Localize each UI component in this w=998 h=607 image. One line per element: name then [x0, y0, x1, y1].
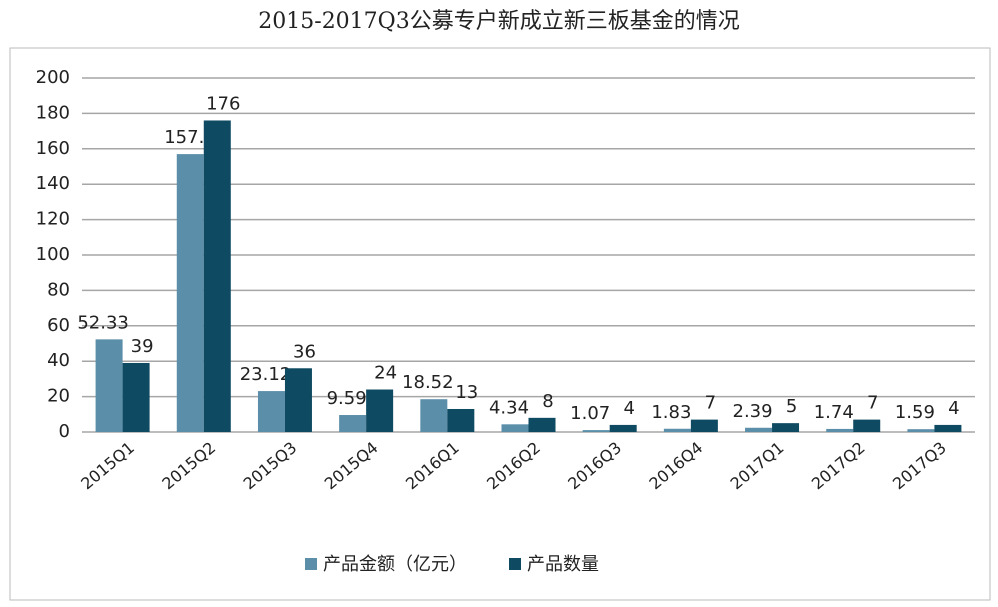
bar	[339, 415, 367, 432]
y-tick-label: 160	[36, 138, 70, 159]
data-label: 8	[542, 391, 553, 412]
x-tick-label: 2015Q4	[321, 438, 382, 493]
data-label: 2.39	[733, 401, 773, 422]
data-label: 4	[948, 398, 959, 419]
data-label: 1.74	[814, 402, 854, 423]
x-tick-label: 2016Q3	[564, 438, 625, 493]
bar	[826, 428, 854, 432]
y-tick-label: 60	[47, 315, 70, 336]
y-tick-label: 200	[36, 67, 70, 88]
y-tick-label: 120	[36, 209, 70, 230]
bar	[203, 120, 231, 432]
data-label: 176	[206, 93, 240, 114]
legend-label: 产品数量	[527, 554, 599, 575]
data-label: 1.59	[895, 402, 935, 423]
x-tick-label: 2016Q1	[402, 438, 463, 493]
data-label: 7	[867, 393, 878, 414]
x-tick-label: 2016Q4	[645, 438, 706, 493]
y-tick-label: 0	[59, 421, 70, 442]
y-tick-label: 40	[47, 350, 70, 371]
chart-title: 2015-2017Q3公募专户新成立新三板基金的情况	[258, 9, 739, 34]
bar	[447, 408, 475, 432]
data-label: 1.83	[651, 402, 691, 423]
y-tick-label: 140	[36, 173, 70, 194]
chart-frame	[9, 47, 991, 601]
data-label: 9.59	[327, 388, 367, 409]
bar	[257, 391, 285, 432]
legend-label: 产品金额（亿元）	[323, 554, 467, 575]
y-tick-label: 80	[47, 279, 70, 300]
x-tick-label: 2017Q1	[727, 438, 788, 493]
data-label: 5	[786, 396, 797, 417]
bar	[853, 419, 881, 432]
bar	[176, 154, 204, 433]
bar	[528, 417, 556, 432]
bar	[501, 424, 529, 432]
bar	[284, 368, 312, 432]
bar	[366, 389, 394, 432]
bar	[690, 419, 718, 432]
data-label: 52.33	[77, 312, 129, 333]
data-label: 1.07	[570, 403, 610, 424]
data-label: 13	[455, 382, 478, 403]
data-label: 18.52	[402, 372, 454, 393]
data-label: 24	[374, 363, 397, 384]
x-tick-label: 2015Q1	[77, 438, 138, 493]
data-label: 36	[293, 341, 316, 362]
bar	[934, 424, 962, 432]
bar	[582, 430, 610, 432]
data-label: 39	[131, 336, 154, 357]
bar	[907, 429, 935, 432]
x-tick-label: 2015Q3	[240, 438, 301, 493]
legend-swatch	[509, 558, 521, 570]
bar	[95, 339, 123, 432]
data-label: 23.12	[240, 364, 292, 385]
data-label: 7	[705, 393, 716, 414]
bar	[745, 427, 773, 432]
x-tick-label: 2017Q2	[808, 438, 869, 493]
data-label: 4	[623, 398, 634, 419]
y-tick-label: 180	[36, 102, 70, 123]
legend-swatch	[305, 558, 317, 570]
data-label: 157.	[164, 127, 204, 148]
data-label: 4.34	[489, 397, 529, 418]
x-tick-label: 2015Q2	[158, 438, 219, 493]
y-tick-label: 100	[36, 244, 70, 265]
x-tick-label: 2017Q3	[889, 438, 950, 493]
y-tick-label: 20	[47, 386, 70, 407]
bar	[122, 362, 150, 432]
bar	[663, 428, 691, 432]
x-tick-label: 2016Q2	[483, 438, 544, 493]
bar	[772, 423, 800, 432]
bar	[420, 399, 448, 432]
bar	[609, 424, 637, 432]
